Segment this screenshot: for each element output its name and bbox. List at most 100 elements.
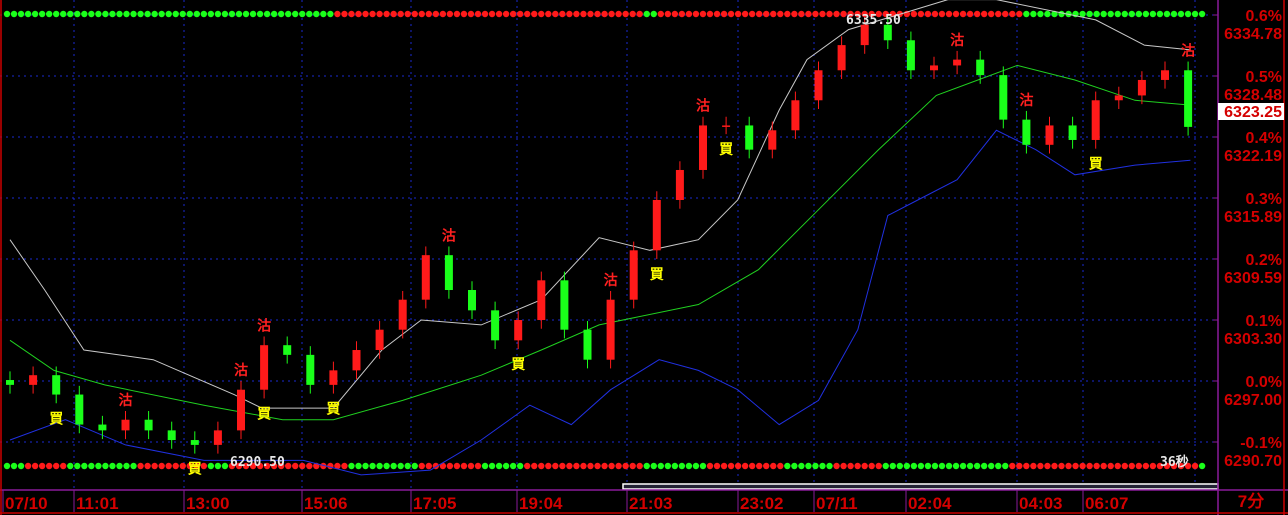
bottom-signal-dot <box>453 462 461 470</box>
bottom-signal-dot <box>439 462 447 470</box>
middle-band-line <box>9 64 1191 421</box>
bottom-signal-dot <box>193 462 201 470</box>
time-tick-label: 15:06 <box>304 494 347 513</box>
horizontal-scrollbar[interactable] <box>622 483 1219 490</box>
bottom-signal-dot <box>1002 462 1009 470</box>
top-signal-dot <box>671 10 679 18</box>
bottom-signal-dot <box>404 462 411 470</box>
candle-body <box>606 299 615 360</box>
top-signal-dot <box>1121 10 1128 18</box>
bottom-signal-dot <box>938 462 946 470</box>
candle <box>375 320 384 359</box>
top-signal-dot <box>1135 10 1143 18</box>
candle-body <box>260 345 269 390</box>
bottom-signal-dot <box>622 462 629 470</box>
top-signal-dot <box>67 10 74 18</box>
top-signal-dot <box>995 10 1002 18</box>
candle-body <box>1068 125 1077 140</box>
top-signal-dot <box>699 10 707 18</box>
top-signal-dot <box>657 10 664 18</box>
top-signal-dot <box>270 10 278 18</box>
time-tick-label: 11:01 <box>76 494 119 513</box>
top-signal-dot <box>53 10 60 18</box>
bottom-signal-dot <box>1156 462 1164 470</box>
top-signal-dot <box>446 10 454 18</box>
bottom-signal-dot <box>418 462 425 470</box>
top-signal-dot <box>924 10 932 18</box>
top-signal-dot <box>327 10 334 18</box>
top-signal-dot <box>17 10 25 18</box>
top-signal-dot <box>931 10 939 18</box>
top-signal-dot <box>1002 10 1009 18</box>
candle <box>791 91 800 139</box>
candle-body <box>629 250 638 300</box>
top-signal-dot <box>502 10 510 18</box>
top-signal-dot <box>256 10 264 18</box>
bottom-signal-dot <box>467 462 475 470</box>
candle <box>421 246 430 309</box>
time-tick-label: 07/10 <box>5 494 48 513</box>
current-price-value: 6323.25 <box>1224 104 1282 121</box>
interval-label[interactable]: 7分 <box>1238 492 1264 511</box>
candle <box>167 421 176 449</box>
top-signal-dot <box>988 10 995 18</box>
candle-body <box>144 419 153 431</box>
bottom-signal-dot <box>699 462 707 470</box>
top-signal-dot <box>467 10 475 18</box>
top-signal-dot <box>383 10 390 18</box>
bottom-signal-dot <box>1170 462 1178 470</box>
top-signal-dot <box>777 10 784 18</box>
time-tick-label: 13:00 <box>186 494 229 513</box>
buy-signal-label: 買 <box>719 142 734 158</box>
top-signal-dot <box>313 10 320 18</box>
bottom-signal-dot <box>1191 462 1199 470</box>
bottom-signal-dot <box>1121 462 1128 470</box>
top-signal-dot <box>538 10 545 18</box>
bottom-signal-dot <box>741 462 749 470</box>
price-tick-label: 6328.48 <box>1224 87 1282 104</box>
bottom-signal-dot <box>1079 462 1086 470</box>
top-signal-dot <box>882 10 889 18</box>
top-signal-dot <box>151 10 158 18</box>
countdown-label: 36秒 <box>1160 454 1189 470</box>
top-signal-dot <box>207 10 215 18</box>
candle <box>444 246 453 299</box>
candle-body <box>167 430 176 441</box>
bottom-signal-dot <box>249 462 257 470</box>
top-signal-dot <box>495 10 503 18</box>
bottom-signal-dot <box>643 462 650 470</box>
bottom-signal-dot <box>285 462 292 470</box>
bottom-signal-dot <box>172 462 179 470</box>
candle <box>560 271 569 339</box>
top-signal-dot <box>404 10 411 18</box>
top-signal-dot <box>784 10 791 18</box>
bottom-signal-dot <box>81 462 88 470</box>
bottom-signal-dot <box>214 462 222 470</box>
bottom-signal-dot <box>945 462 953 470</box>
time-tick-label: 07/11 <box>816 494 858 513</box>
bottom-signal-dot <box>446 462 454 470</box>
top-signal-dot <box>179 10 186 18</box>
bottom-signal-dot <box>580 462 587 470</box>
bottom-signal-dot <box>973 462 981 470</box>
time-tick-label: 19:04 <box>519 494 563 513</box>
candle-body <box>699 125 707 170</box>
top-signal-dot <box>474 10 482 18</box>
top-signal-dot <box>650 10 657 18</box>
candle-body <box>745 125 754 150</box>
candle-body <box>52 375 61 395</box>
bottom-signal-dot <box>130 462 137 470</box>
bottom-signal-dot <box>594 462 601 470</box>
bottom-signal-dot <box>165 462 172 470</box>
candle-body <box>1137 79 1146 96</box>
top-signal-dot <box>249 10 257 18</box>
top-signal-dot <box>172 10 179 18</box>
candle <box>1114 86 1123 109</box>
candle <box>814 61 823 109</box>
top-signal-dot <box>713 10 721 18</box>
bottom-signal-dot <box>650 462 657 470</box>
bottom-signal-dot <box>748 462 756 470</box>
candle-body <box>722 125 731 127</box>
candle <box>260 336 269 399</box>
